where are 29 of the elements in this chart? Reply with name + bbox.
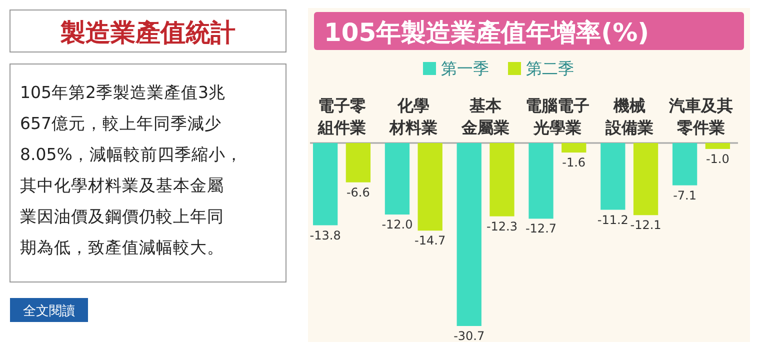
data-label: -12.7 [525, 222, 557, 236]
text: 製造業產值統計 [60, 18, 236, 47]
data-label: -30.7 [454, 329, 485, 343]
data-label: -12.1 [630, 218, 662, 232]
text: 業因油價及鋼價仍較上年同 [20, 207, 224, 226]
legend-label: 第二季 [526, 59, 574, 78]
text: 8.05%，減幅較前四季縮小， [20, 145, 242, 164]
data-label: -1.0 [706, 152, 730, 166]
data-label: -7.1 [673, 188, 697, 202]
data-label: -12.0 [382, 218, 413, 232]
x-tick-label: 電腦電子光學業 [525, 96, 590, 137]
data-label: -11.2 [597, 212, 628, 227]
text: 105年第2季製造業產值3兆 [20, 83, 226, 102]
text: 其中化學材料業及基本金屬 [20, 176, 224, 195]
x-tick-label: 汽車及其零件業 [668, 96, 734, 137]
x-tick-label: 化學材料業 [388, 96, 438, 137]
chart-title: 105年製造業產值年增率(%) [324, 18, 650, 47]
data-label: -12.3 [486, 219, 518, 234]
x-tick-label: 基本金屬業 [460, 96, 510, 137]
data-label: -1.6 [562, 156, 586, 170]
text: 期為低，致產值減幅較大。 [20, 238, 224, 257]
read-more-button: 全文閱讀 [10, 298, 88, 322]
x-tick-label: 機械設備業 [604, 96, 654, 137]
data-label: -14.7 [414, 234, 446, 248]
text: 657億元，較上年同季減少 [20, 114, 222, 133]
data-label: -13.8 [310, 228, 341, 242]
x-tick-label: 電子零組件業 [316, 96, 366, 137]
legend-label: 第一季 [441, 59, 489, 78]
data-label: -6.6 [346, 185, 370, 200]
